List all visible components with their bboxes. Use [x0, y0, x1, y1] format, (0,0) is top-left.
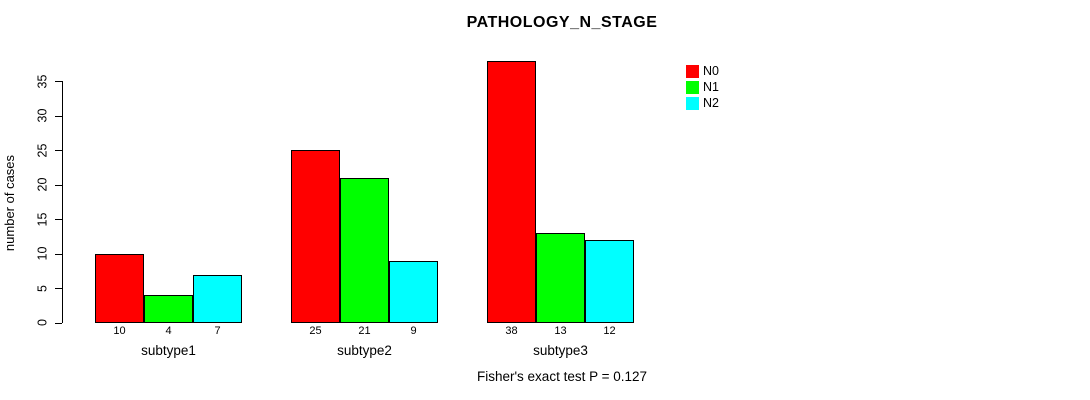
- bar-subtype1-N1: [144, 295, 193, 323]
- bar-value-label: 21: [358, 325, 371, 337]
- bar-subtype3-N0: [487, 61, 536, 323]
- legend-swatch-N2: [686, 97, 699, 110]
- group-label-subtype2: subtype2: [337, 343, 392, 358]
- bar-value-label: 9: [410, 325, 417, 337]
- y-tick: [55, 150, 62, 151]
- bar-value-label: 25: [309, 325, 322, 337]
- bar-subtype3-N1: [536, 233, 585, 323]
- y-tick-label: 15: [35, 212, 50, 226]
- y-tick-label: 0: [35, 319, 50, 326]
- y-tick-label: 20: [35, 177, 50, 192]
- y-tick: [55, 219, 62, 220]
- bar-subtype2-N2: [389, 261, 438, 323]
- y-tick: [55, 81, 62, 82]
- bar-subtype2-N1: [340, 178, 389, 323]
- chart-title: PATHOLOGY_N_STAGE: [466, 14, 658, 31]
- bar-subtype1-N2: [193, 275, 242, 323]
- legend-label-N0: N0: [703, 64, 719, 78]
- bar-value-label: 4: [165, 325, 172, 337]
- group-label-subtype1: subtype1: [141, 343, 196, 358]
- legend-label-N2: N2: [703, 96, 719, 110]
- group-label-subtype3: subtype3: [533, 343, 588, 358]
- y-tick: [55, 322, 62, 324]
- bar-value-label: 13: [554, 325, 567, 337]
- y-tick: [55, 288, 62, 289]
- y-tick: [55, 115, 62, 117]
- legend-swatch-N0: [686, 65, 699, 78]
- y-tick-label: 5: [35, 284, 50, 292]
- legend-label-N1: N1: [703, 80, 719, 94]
- bar-subtype3-N2: [585, 240, 634, 323]
- y-tick-label: 30: [35, 108, 50, 123]
- y-tick: [55, 253, 62, 255]
- y-tick-label: 25: [35, 143, 50, 157]
- bar-value-label: 12: [603, 325, 616, 337]
- y-tick-label: 10: [35, 246, 50, 261]
- bar-subtype1-N0: [95, 254, 144, 323]
- legend-swatch-N1: [686, 81, 699, 94]
- bar-value-label: 10: [113, 325, 126, 337]
- y-tick: [55, 184, 62, 186]
- y-axis-title: number of cases: [2, 154, 17, 252]
- bar-value-label: 7: [214, 325, 221, 337]
- bar-value-label: 38: [505, 325, 518, 337]
- caption-fishers-test: Fisher's exact test P = 0.127: [476, 369, 648, 384]
- y-tick-label: 35: [35, 74, 50, 88]
- bar-subtype2-N0: [291, 150, 340, 323]
- y-axis-line: [62, 81, 63, 323]
